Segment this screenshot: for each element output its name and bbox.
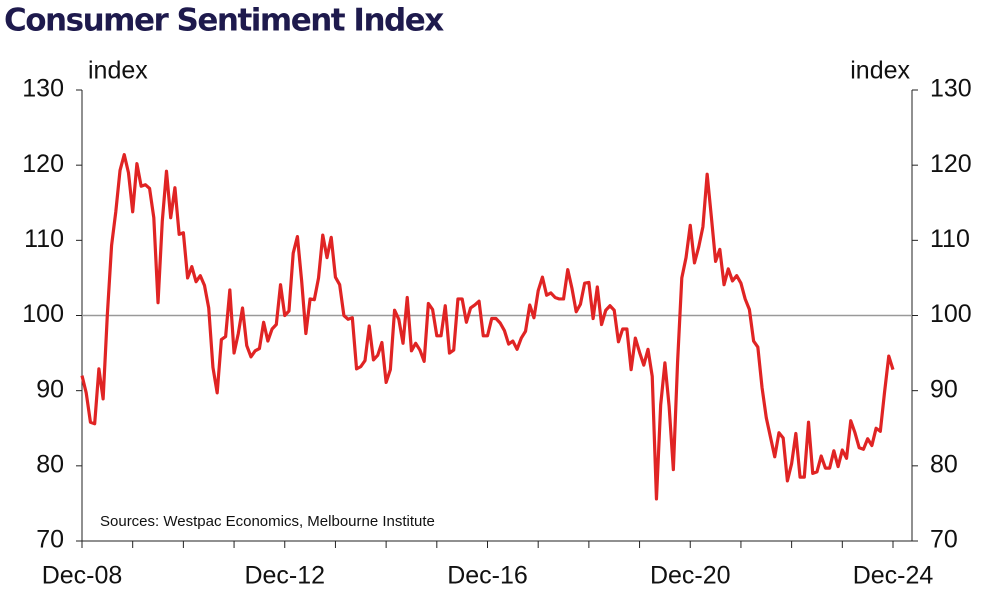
y2-axis-label: index	[850, 57, 910, 85]
x-tick-label: Dec-16	[447, 562, 528, 590]
y2-tick-label: 130	[930, 75, 972, 103]
series-line	[80, 153, 895, 501]
y2-tick-label: 80	[930, 450, 958, 478]
y-tick-label: 70	[36, 526, 64, 554]
y2-tick-label: 110	[930, 225, 970, 253]
x-tick-label: Dec-12	[244, 562, 325, 590]
y2-tick-label: 120	[930, 150, 972, 178]
x-tick-label: Dec-24	[853, 562, 934, 590]
y-tick-label: 110	[24, 225, 64, 253]
x-tick-label: Dec-20	[650, 562, 731, 590]
y2-tick-label: 100	[930, 300, 972, 328]
x-tick-label: Dec-08	[42, 562, 123, 590]
y-axis-label: index	[88, 57, 148, 85]
y-tick-label: 100	[22, 300, 64, 328]
source-note: Sources: Westpac Economics, Melbourne In…	[100, 513, 435, 530]
y-tick-label: 120	[22, 150, 64, 178]
y2-tick-label: 90	[930, 375, 958, 403]
chart-title: Consumer Sentiment Index	[4, 3, 444, 39]
y-tick-label: 130	[22, 75, 64, 103]
y-tick-label: 90	[36, 375, 64, 403]
y2-tick-label: 70	[930, 526, 958, 554]
y-tick-label: 80	[36, 450, 64, 478]
